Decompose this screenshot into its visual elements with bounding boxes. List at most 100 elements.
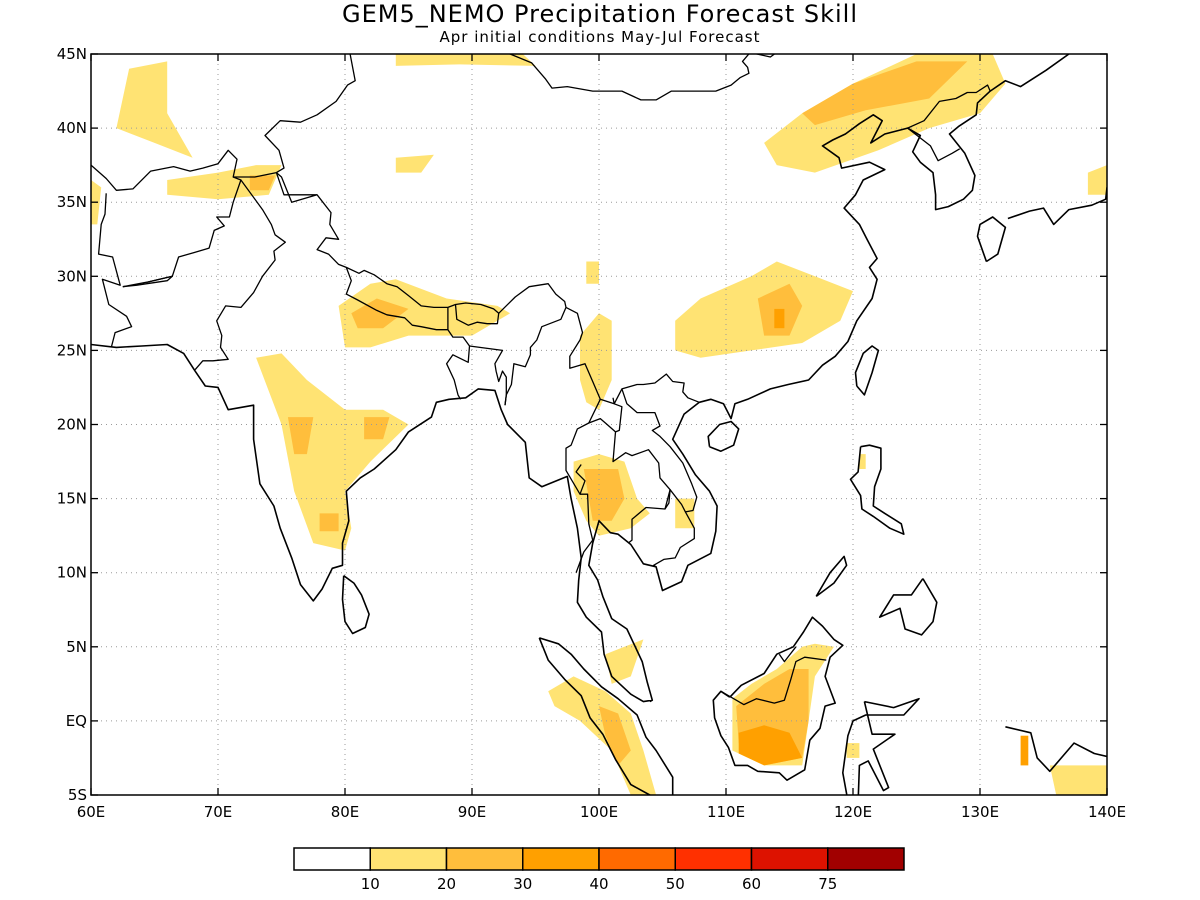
skill-region (116, 61, 193, 158)
colorbar-label: 10 (361, 875, 380, 893)
skill-region (586, 261, 599, 284)
coastline (841, 697, 920, 795)
skill-region (1087, 165, 1107, 195)
country-border (565, 306, 615, 405)
country-border (445, 329, 471, 400)
country-border (377, 2, 418, 47)
country-border (575, 493, 594, 573)
country-border (469, 345, 507, 406)
coastline (341, 575, 370, 635)
colorbar-label: 40 (589, 875, 608, 893)
skill-region (287, 417, 314, 455)
coastline (815, 555, 848, 598)
country-border (907, 84, 991, 129)
colorbar-label: 20 (437, 875, 456, 893)
skill-shading-layer (91, 54, 1107, 795)
country-border (194, 179, 286, 371)
axis-ticks: 60E 70E 80E 90E 100E 110E 120E 130E 140E 45N 40N 35… (57, 45, 1126, 821)
skill-region (583, 469, 625, 521)
lon-tick-label: 110E (707, 803, 745, 821)
country-border (122, 275, 173, 288)
coastline (976, 216, 1007, 263)
coastline (91, 54, 1070, 703)
country-border (621, 388, 698, 513)
lon-tick-label: 130E (961, 803, 999, 821)
coastline (854, 345, 880, 396)
skill-region (338, 279, 511, 348)
country-border (907, 127, 961, 162)
colorbar: 10 20 30 40 50 60 75 (293, 847, 905, 893)
coastline (538, 637, 674, 795)
coastline (707, 420, 740, 453)
skill-region (859, 454, 866, 469)
colorbar-swatch (293, 847, 371, 871)
lat-tick-label: 5S (68, 786, 87, 804)
skill-region (764, 54, 1006, 173)
skill-region (738, 725, 803, 766)
lat-tick-label: EQ (66, 712, 87, 730)
colorbar-swatch (522, 847, 600, 871)
skill-region (548, 676, 657, 795)
colorbar-swatch (827, 847, 905, 871)
colorbar-swatch (445, 847, 524, 871)
coastline (849, 444, 905, 536)
country-border (613, 373, 700, 405)
country-border (454, 304, 500, 326)
lat-tick-label: 45N (57, 45, 87, 63)
skill-region (319, 513, 339, 532)
skill-region (249, 175, 276, 191)
country-border (588, 399, 671, 544)
lat-tick-label: 30N (57, 267, 87, 285)
map-title: GEM5_NEMO Precipitation Forecast Skill (341, 0, 859, 28)
coastline (1005, 726, 1107, 773)
lon-tick-label: 140E (1088, 803, 1126, 821)
skill-region (395, 154, 434, 173)
lon-tick-label: 90E (458, 803, 487, 821)
lat-tick-label: 35N (57, 193, 87, 211)
coastline (649, 699, 653, 703)
lon-tick-label: 60E (77, 803, 106, 821)
colorbar-swatch (674, 847, 753, 871)
lat-tick-label: 25N (57, 341, 87, 359)
country-border (565, 422, 590, 495)
country-border (778, 646, 797, 663)
skill-region (580, 313, 612, 410)
colorbar-label: 50 (666, 875, 685, 893)
coastline (1007, 187, 1107, 226)
country-border (720, 656, 827, 706)
lat-tick-label: 5N (66, 638, 87, 656)
lat-tick-label: 20N (57, 416, 87, 434)
coastline (712, 616, 844, 782)
skill-region (1049, 765, 1107, 795)
colorbar-label: 30 (513, 875, 532, 893)
country-border (504, 54, 776, 101)
gridlines (91, 54, 1107, 795)
lon-tick-label: 100E (580, 803, 618, 821)
lat-tick-label: 15N (57, 490, 87, 508)
country-border (1106, 756, 1107, 758)
country-border (91, 54, 356, 191)
colorbar-swatch (750, 847, 829, 871)
lon-tick-label: 70E (204, 803, 233, 821)
map-subtitle: Apr initial conditions May-Jul Forecast (439, 28, 761, 46)
country-border (613, 403, 623, 433)
skill-region (256, 353, 409, 551)
coastline (878, 578, 938, 636)
coastlines-and-borders (91, 2, 1107, 795)
skill-region (605, 639, 644, 684)
lat-tick-label: 40N (57, 119, 87, 137)
lon-tick-label: 120E (834, 803, 872, 821)
skill-region (1020, 735, 1029, 766)
colorbar-label: 75 (818, 875, 837, 893)
lat-tick-label: 10N (57, 564, 87, 582)
country-border (97, 193, 133, 348)
skill-region (774, 308, 785, 329)
country-border (652, 511, 695, 568)
colorbar-swatch (598, 847, 676, 871)
skill-region (364, 417, 390, 440)
colorbar-swatch (369, 847, 448, 871)
lon-tick-label: 80E (331, 803, 360, 821)
country-border (275, 172, 318, 203)
skill-region (395, 54, 536, 66)
